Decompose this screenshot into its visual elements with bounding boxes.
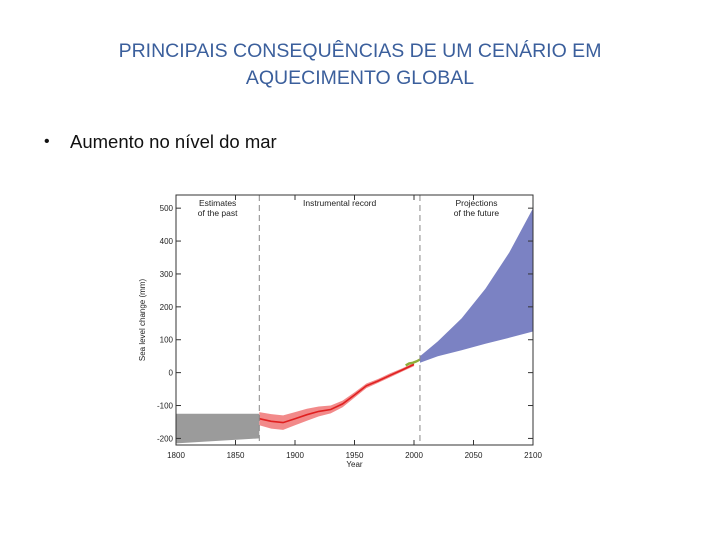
- tide-gauge-line: [259, 363, 415, 424]
- panel-label-2-line-1: Instrumental record: [303, 198, 376, 208]
- x-tick-label: 1950: [346, 451, 364, 460]
- y-tick-label: 500: [160, 204, 174, 213]
- y-tick-label: -200: [157, 434, 174, 443]
- x-tick-label: 2050: [465, 451, 483, 460]
- panel-label-1-line-2: of the past: [198, 208, 238, 218]
- panel-label-3-line-1: Projections: [455, 198, 497, 208]
- slide-title-line-1: PRINCIPAIS CONSEQUÊNCIAS DE UM CENÁRIO E…: [118, 40, 602, 62]
- y-tick-label: 400: [160, 237, 174, 246]
- y-tick-label: 0: [169, 369, 174, 378]
- x-tick-label: 2100: [524, 451, 542, 460]
- bullet-text: Aumento no nível do mar: [70, 131, 277, 152]
- x-tick-label: 2000: [405, 451, 423, 460]
- y-axis-label: Sea level change (mm): [138, 279, 147, 362]
- slide-title-line-2: AQUECIMENTO GLOBAL: [245, 67, 475, 89]
- y-tick-label: 100: [160, 336, 174, 345]
- slide-title: PRINCIPAIS CONSEQUÊNCIAS DE UM CENÁRIO E…: [60, 38, 660, 92]
- y-tick-label: 200: [160, 303, 174, 312]
- satellite-record-line: [405, 358, 421, 367]
- projection-band: [420, 208, 533, 363]
- panel-label-1-line-1: Estimates: [199, 198, 236, 208]
- past-estimate-band: [176, 413, 260, 444]
- x-axis-label: Year: [346, 460, 363, 469]
- bullet-dot: •: [44, 133, 50, 150]
- panel-label-3-line-2: of the future: [454, 208, 500, 218]
- instrumental-uncertainty-band: [259, 362, 414, 430]
- y-tick-label: -100: [157, 402, 174, 411]
- x-tick-label: 1900: [286, 451, 304, 460]
- bullet-item: • Aumento no nível do mar: [44, 131, 277, 153]
- x-tick-label: 1850: [227, 451, 245, 460]
- x-tick-label: 1800: [167, 451, 185, 460]
- y-tick-label: 300: [160, 270, 174, 279]
- plot-layer: [176, 195, 533, 445]
